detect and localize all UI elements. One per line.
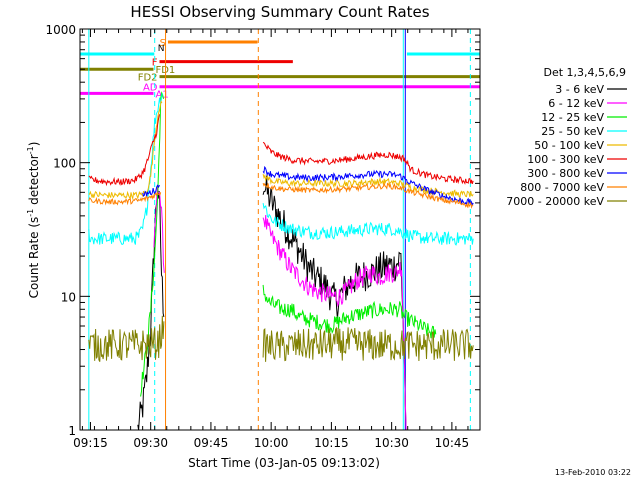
series-line-7-seg-1 xyxy=(262,182,474,209)
x-tick-label: 09:45 xyxy=(194,436,229,450)
flag-label-fd2: FD2 xyxy=(138,73,158,84)
event-vertical-lines xyxy=(88,29,471,430)
series-line-4-seg-0 xyxy=(88,100,163,201)
series-lines xyxy=(88,91,474,431)
y-tick-label: 10 xyxy=(61,290,76,304)
y-axis-label-part3: ) xyxy=(27,142,41,147)
y-tick-label: 1000 xyxy=(45,23,76,37)
flag-label-s: S xyxy=(160,38,166,49)
series-line-7-seg-0 xyxy=(88,191,162,206)
legend-label: 800 - 7000 keV xyxy=(520,181,604,194)
y-tick-label: 100 xyxy=(53,157,76,171)
series-line-0-seg-1 xyxy=(262,175,407,431)
y-axis-label-sup1: -1 xyxy=(26,209,35,217)
plot-frame-rect xyxy=(79,28,481,431)
timestamp: 13-Feb-2010 03:22 xyxy=(555,468,631,477)
legend-header: Det 1,3,4,5,6,9 xyxy=(543,66,626,79)
x-tick-label: 09:15 xyxy=(73,436,108,450)
plot-frame xyxy=(79,28,481,431)
flag-label-ad: AD xyxy=(143,83,158,94)
series-line-2-seg-1 xyxy=(262,284,437,339)
y-axis-label-part2: detector xyxy=(27,154,41,209)
series-line-5-seg-0 xyxy=(88,114,160,187)
series-line-6-seg-1 xyxy=(262,165,474,207)
legend-label: 100 - 300 keV xyxy=(527,153,604,166)
legend-label: 12 - 25 keV xyxy=(541,111,604,124)
y-axis-label-sup2: -1 xyxy=(26,146,35,154)
x-axis-label: Start Time (03-Jan-05 09:13:02) xyxy=(188,456,380,470)
legend-label: 6 - 12 keV xyxy=(548,97,604,110)
y-tick-label: 1 xyxy=(68,424,76,438)
x-tick-label: 10:15 xyxy=(314,436,349,450)
axis-ticks: 09:15 09:30 09:45 10:00 10:15 10:30 10:45 1 10 10… xyxy=(45,23,480,450)
x-tick-label: 10:30 xyxy=(374,436,409,450)
x-tick-label: 09:30 xyxy=(133,436,168,450)
legend-label: 25 - 50 keV xyxy=(541,125,604,138)
legend-label: 3 - 6 keV xyxy=(555,83,604,96)
x-tick-label: 10:00 xyxy=(254,436,289,450)
flag-label-f: F xyxy=(152,58,158,69)
legend-label: 7000 - 20000 keV xyxy=(506,195,604,208)
series-line-0-seg-0 xyxy=(137,190,165,431)
series-line-6-seg-0 xyxy=(142,184,160,197)
series-line-5-seg-1 xyxy=(262,141,474,185)
series-line-8-seg-0 xyxy=(88,315,165,362)
series-line-1-seg-0 xyxy=(153,184,165,273)
legend-label: 300 - 800 keV xyxy=(527,167,604,180)
chart-title: HESSI Observing Summary Count Rates xyxy=(130,3,429,21)
legend-label: 50 - 100 keV xyxy=(534,139,604,152)
flag-label-n: N xyxy=(158,44,165,54)
series-line-1-seg-1 xyxy=(262,214,407,431)
y-axis-label-part1: Count Rate (s xyxy=(27,217,41,299)
series-line-2-seg-0 xyxy=(140,91,164,397)
series-line-3-seg-1 xyxy=(262,203,474,246)
series-line-8-seg-1 xyxy=(262,326,474,362)
x-tick-label: 10:45 xyxy=(435,436,470,450)
y-axis-label: Count Rate (s-1 detector-1) xyxy=(26,142,41,299)
